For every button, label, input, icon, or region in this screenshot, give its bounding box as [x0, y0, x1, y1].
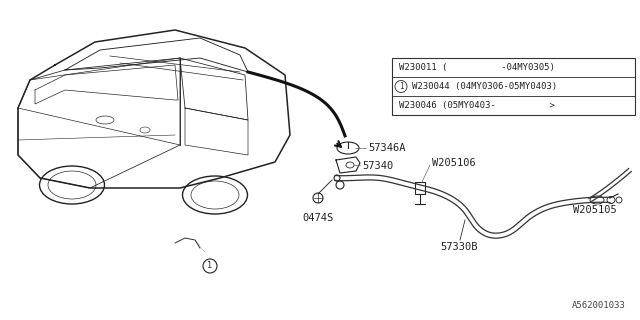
- Text: 57340: 57340: [362, 161, 393, 171]
- Text: 57330B: 57330B: [440, 242, 477, 252]
- Text: W230046 (05MY0403-          >: W230046 (05MY0403- >: [399, 101, 555, 110]
- Text: 1: 1: [207, 261, 212, 270]
- Text: 57346A: 57346A: [368, 143, 406, 153]
- Text: W230011 (          -04MY0305): W230011 ( -04MY0305): [399, 63, 555, 72]
- Text: A562001033: A562001033: [572, 301, 626, 310]
- Bar: [392, 58, 635, 115]
- Text: W205106: W205106: [432, 158, 476, 168]
- Text: W230044 (04MY0306-05MY0403): W230044 (04MY0306-05MY0403): [412, 82, 557, 91]
- Text: W205105: W205105: [573, 205, 617, 215]
- Text: 1: 1: [399, 82, 403, 91]
- Bar: [415, 182, 425, 194]
- Text: 0474S: 0474S: [302, 213, 333, 223]
